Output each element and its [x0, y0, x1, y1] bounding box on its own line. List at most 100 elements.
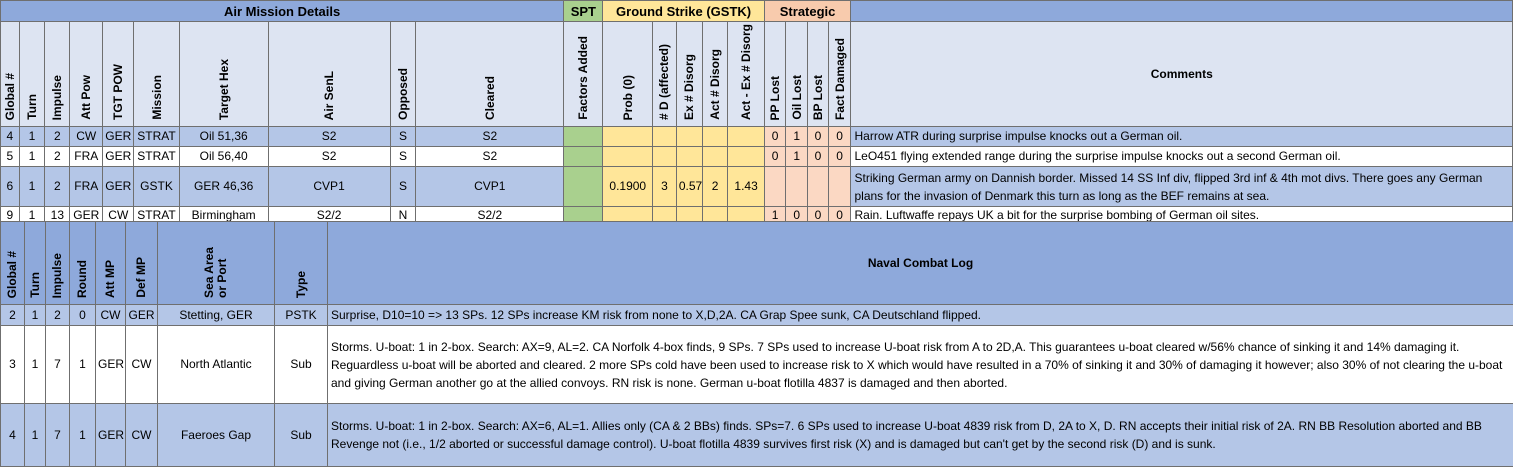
cell-def-mp: CW [126, 404, 158, 467]
cell-target-hex: Oil 56,40 [179, 147, 268, 167]
cell-ex-disorg [676, 127, 702, 147]
col-cleared: Cleared [416, 22, 564, 127]
col-air-senl: Air SenL [268, 22, 390, 127]
cell-impulse: 2 [45, 147, 70, 167]
cell-factors-added [564, 167, 603, 207]
blank-group-header [851, 1, 1513, 22]
col-pp-lost: PP Lost [764, 22, 786, 127]
cell-air-senl: S2 [268, 147, 390, 167]
naval-col-global: Global # [1, 222, 25, 305]
col-turn: Turn [19, 22, 45, 127]
col-att-pow: Att Pow [70, 22, 103, 127]
cell-impulse: 2 [46, 305, 70, 326]
col-oil-lost: Oil Lost [786, 22, 808, 127]
cell-impulse: 2 [45, 127, 70, 147]
cell-turn: 1 [25, 404, 46, 467]
naval-col-round: Round [70, 222, 96, 305]
cell-att-mp: CW [96, 305, 126, 326]
cell-opposed: S [390, 147, 416, 167]
cell-oil-lost [786, 167, 808, 207]
cell-sea-area: Stetting, GER [158, 305, 275, 326]
cell-round: 1 [70, 404, 96, 467]
cell-prob [603, 127, 653, 147]
cell-opposed: S [390, 127, 416, 147]
cell-type: Sub [275, 326, 328, 404]
cell-act-disorg [702, 127, 728, 147]
cell-act-disorg [702, 147, 728, 167]
table-row: 4 1 7 1 GER CW Faeroes Gap Sub Storms. U… [1, 404, 1513, 467]
col-target-hex: Target Hex [179, 22, 268, 127]
cell-cleared: S2 [416, 127, 564, 147]
cell-round: 0 [70, 305, 96, 326]
air-mission-table: Air Mission Details SPT Ground Strike (G… [0, 0, 1513, 224]
cell-ex-disorg: 0.57 [676, 167, 702, 207]
cell-comment: Storms. U-boat: 1 in 2-box. Search: AX=9… [328, 326, 1513, 404]
col-ex-disorg: Ex # Disorg [676, 22, 702, 127]
cell-att-mp: GER [96, 404, 126, 467]
cell-att-pow: FRA [70, 147, 103, 167]
cell-target-hex: Oil 51,36 [179, 127, 268, 147]
cell-comment: Harrow ATR during surprise impulse knock… [851, 127, 1513, 147]
cell-turn: 1 [19, 167, 45, 207]
cell-opposed: S [390, 167, 416, 207]
col-bp-lost: BP Lost [808, 22, 829, 127]
cell-tgt-pow: GER [103, 167, 134, 207]
table-row: 2 1 2 0 CW GER Stetting, GER PSTK Surpri… [1, 305, 1513, 326]
cell-cleared: CVP1 [416, 167, 564, 207]
col-prob: Prob (0) [603, 22, 653, 127]
naval-col-def-mp: Def MP [126, 222, 158, 305]
cell-d-affected [653, 127, 677, 147]
cell-att-mp: GER [96, 326, 126, 404]
cell-bp-lost [808, 167, 829, 207]
cell-mission: STRAT [134, 147, 179, 167]
naval-combat-log-title: Naval Combat Log [328, 222, 1513, 305]
cell-global: 3 [1, 326, 25, 404]
cell-prob: 0.1900 [603, 167, 653, 207]
cell-global: 4 [1, 127, 20, 147]
spt-header: SPT [564, 1, 603, 22]
cell-round: 1 [70, 326, 96, 404]
cell-target-hex: GER 46,36 [179, 167, 268, 207]
cell-impulse: 2 [45, 167, 70, 207]
air-mission-details-header: Air Mission Details [1, 1, 564, 22]
naval-col-impulse: Impulse [46, 222, 70, 305]
col-impulse: Impulse [45, 22, 70, 127]
cell-d-affected [653, 147, 677, 167]
cell-turn: 1 [19, 147, 45, 167]
col-factors-added: Factors Added [564, 22, 603, 127]
cell-comment: Striking German army on Dannish border. … [851, 167, 1513, 207]
cell-comment: Storms. U-boat: 1 in 2-box. Search: AX=6… [328, 404, 1513, 467]
cell-def-mp: CW [126, 326, 158, 404]
cell-def-mp: GER [126, 305, 158, 326]
cell-pp-lost: 0 [764, 147, 786, 167]
col-comments: Comments [851, 22, 1513, 127]
cell-turn: 1 [25, 305, 46, 326]
naval-combat-table: Global # Turn Impulse Round Att MP Def M… [0, 221, 1513, 467]
col-tgt-pow: TGT POW [103, 22, 134, 127]
cell-turn: 1 [19, 127, 45, 147]
cell-global: 5 [1, 147, 20, 167]
col-opposed: Opposed [390, 22, 416, 127]
cell-act-disorg: 2 [702, 167, 728, 207]
cell-prob [603, 147, 653, 167]
cell-comment: LeO451 flying extended range during the … [851, 147, 1513, 167]
cell-pp-lost [764, 167, 786, 207]
strategic-header: Strategic [764, 1, 851, 22]
cell-oil-lost: 1 [786, 147, 808, 167]
cell-att-pow: CW [70, 127, 103, 147]
cell-ex-disorg [676, 147, 702, 167]
cell-comment: Surprise, D10=10 => 13 SPs. 12 SPs incre… [328, 305, 1513, 326]
cell-bp-lost: 0 [808, 147, 829, 167]
cell-tgt-pow: GER [103, 127, 134, 147]
cell-cleared: S2 [416, 147, 564, 167]
naval-col-type: Type [275, 222, 328, 305]
cell-oil-lost: 1 [786, 127, 808, 147]
naval-col-turn: Turn [25, 222, 46, 305]
naval-col-att-mp: Att MP [96, 222, 126, 305]
col-mission: Mission [134, 22, 179, 127]
cell-fact-damaged [828, 167, 851, 207]
cell-mission: GSTK [134, 167, 179, 207]
cell-act-ex-disorg [728, 147, 764, 167]
cell-att-pow: FRA [70, 167, 103, 207]
cell-bp-lost: 0 [808, 127, 829, 147]
